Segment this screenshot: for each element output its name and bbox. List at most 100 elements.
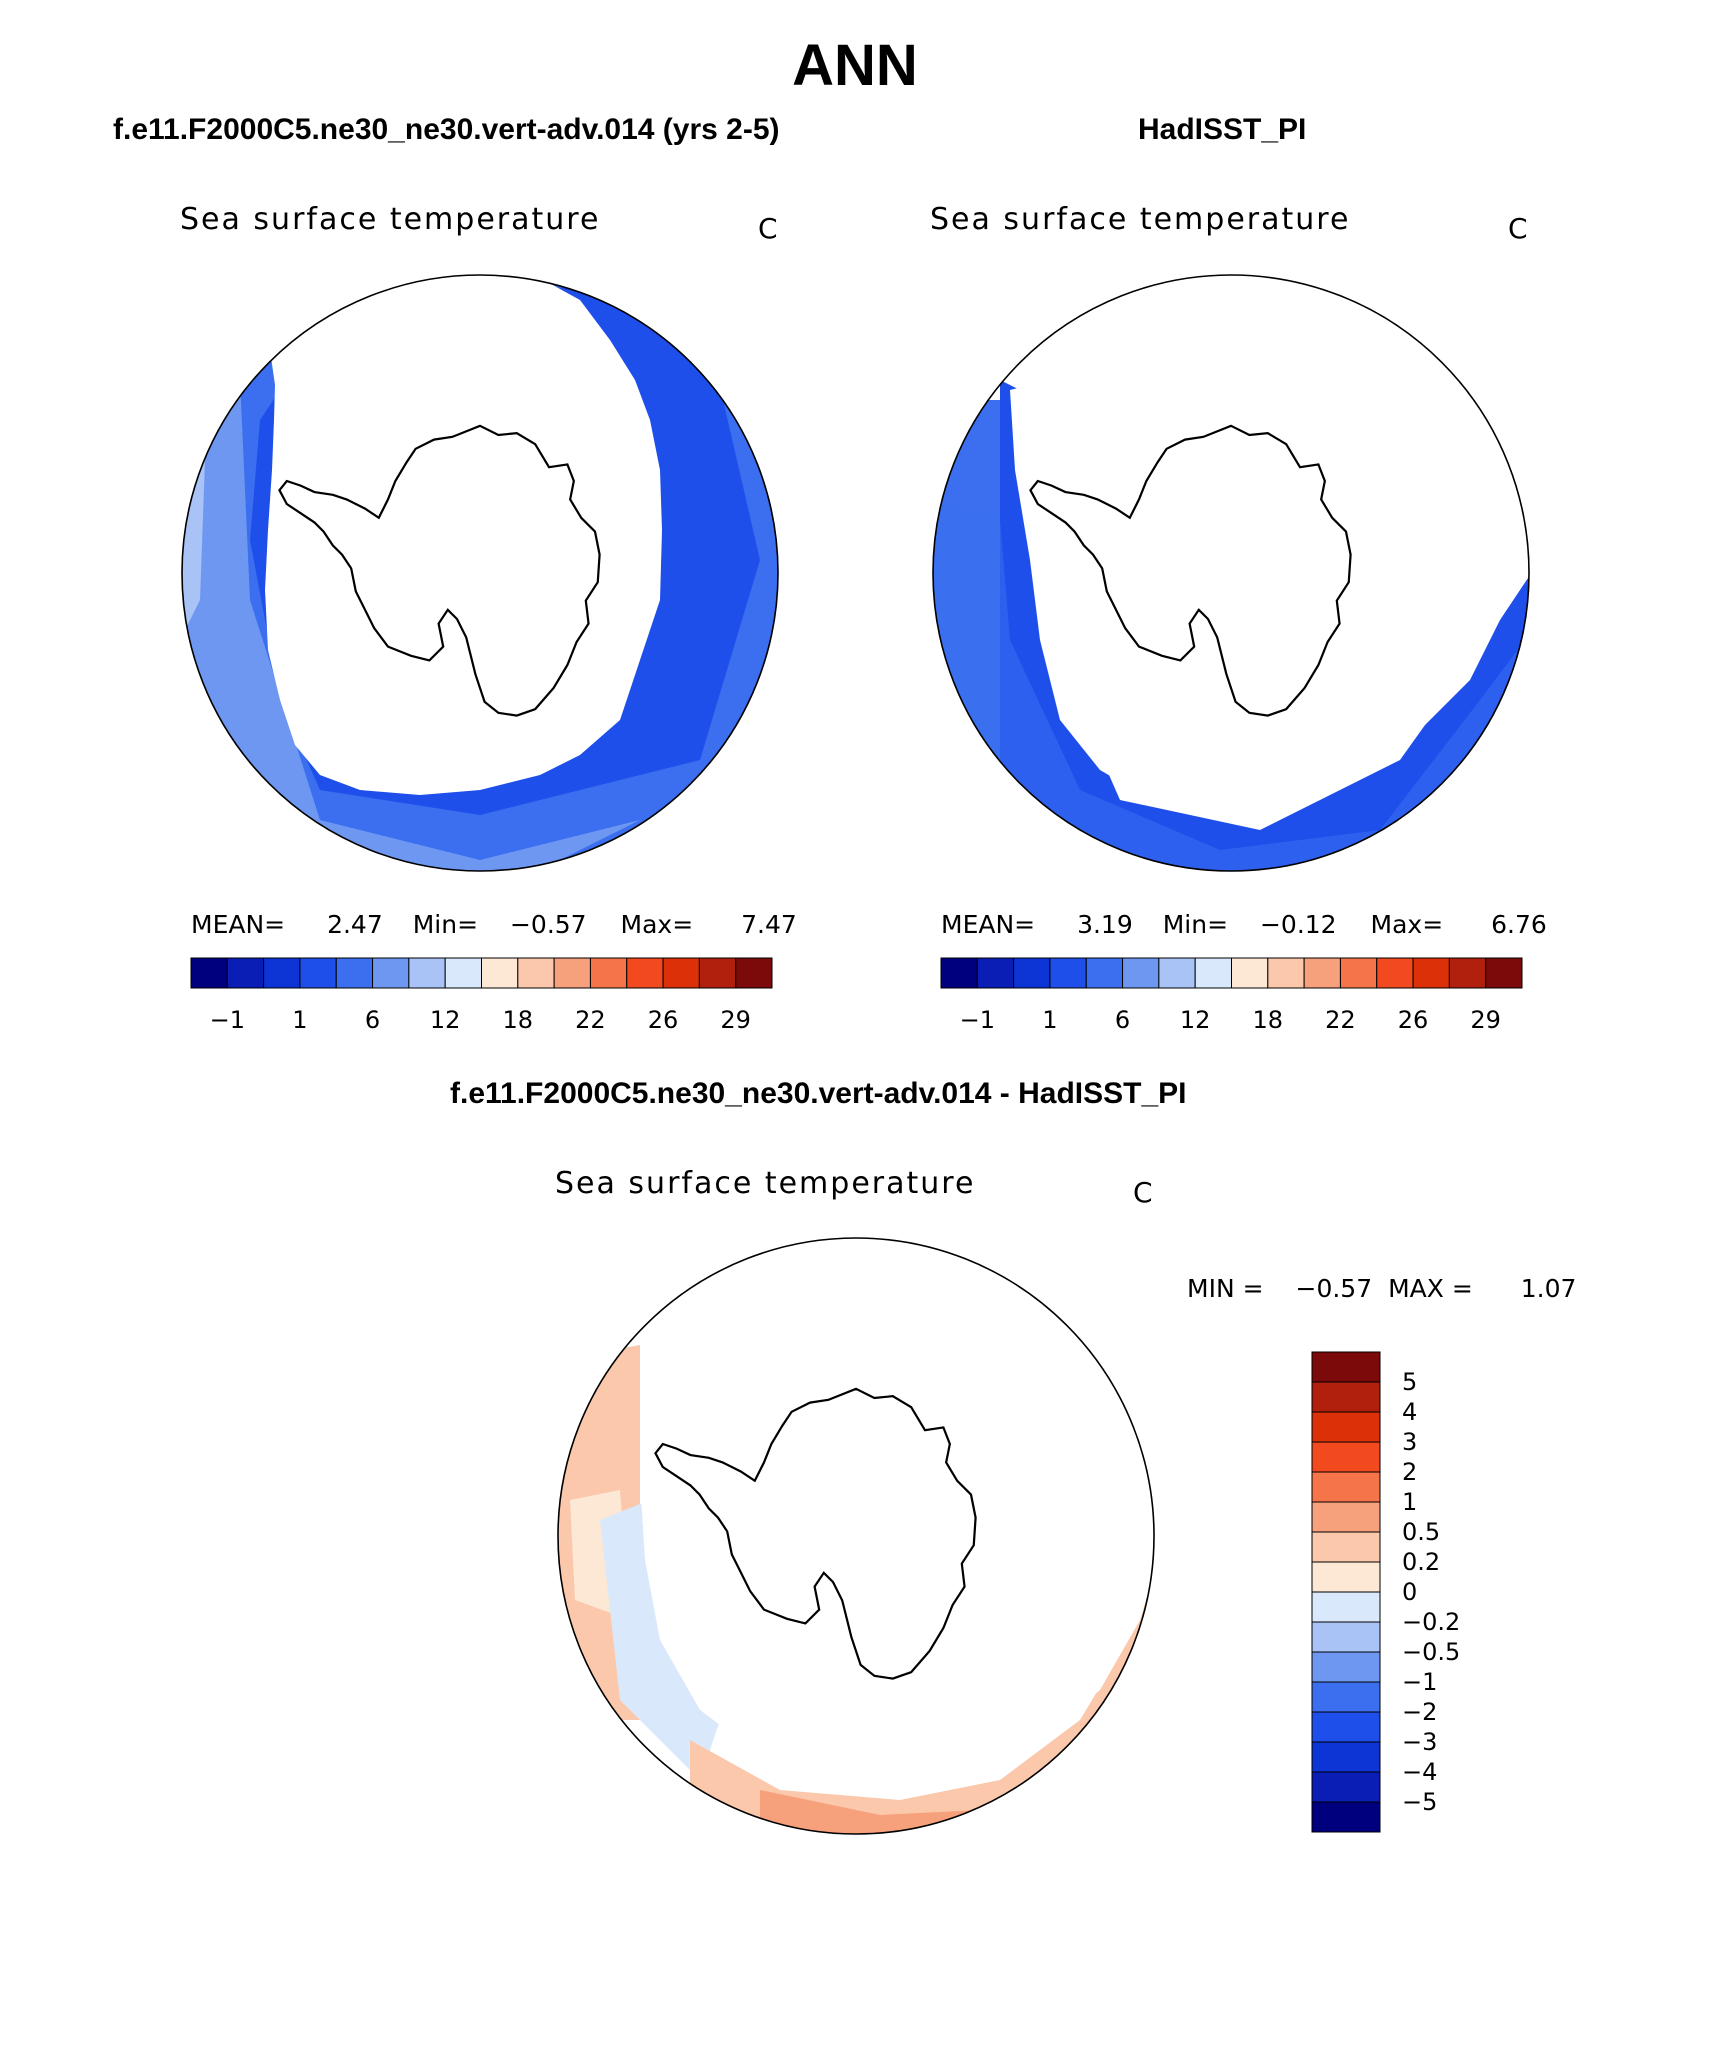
colorbar-swatch [335, 957, 374, 989]
max-label: Max= [1370, 910, 1444, 939]
stats-obs: MEAN= 3.19 Min= −0.12 Max= 6.76 [941, 910, 1547, 939]
colorbar-swatch [226, 957, 265, 989]
colorbar-tick-label: 12 [1180, 1006, 1211, 1034]
min-value: −0.57 [1295, 1274, 1373, 1303]
colorbar-swatch [1122, 957, 1160, 989]
colorbar-swatch [1311, 1771, 1381, 1803]
colorbar-swatch [1311, 1591, 1381, 1623]
map-border [932, 274, 1530, 872]
max-value: 7.47 [741, 910, 797, 939]
colorbar-swatch [1311, 1501, 1381, 1533]
colorbar-swatch [1303, 957, 1341, 989]
min-label: Min= [412, 910, 479, 939]
colorbar-swatch [1448, 957, 1487, 989]
min-value: −0.12 [1259, 910, 1337, 939]
mean-label: MEAN= [941, 910, 1036, 939]
units-diff: C [1133, 1176, 1153, 1209]
colorbar-swatch [553, 957, 591, 989]
mean-value: 3.19 [1077, 910, 1133, 939]
colorbar-swatch [1085, 957, 1124, 989]
colorbar-swatch [190, 957, 228, 989]
colorbar-swatch [1049, 957, 1087, 989]
colorbar-swatch [1311, 1801, 1381, 1833]
colorbar-swatch [589, 957, 628, 989]
colorbar-obs: −1 1 6 12 18 22 26 29 [940, 957, 1523, 1034]
colorbar-swatch [1311, 1711, 1381, 1743]
colorbar-swatch [1339, 957, 1378, 989]
max-label: MAX = [1388, 1274, 1473, 1303]
colorbar-tick-label: 6 [1115, 1006, 1130, 1034]
colorbar-tick-label: 4 [1402, 1398, 1417, 1426]
colorbar-swatch [1194, 957, 1232, 989]
colorbar-tick-label: −1 [210, 1006, 245, 1034]
colorbar-tick-label: 18 [1253, 1006, 1284, 1034]
ocean-band-light [182, 380, 640, 871]
colorbar-tick-label: 22 [575, 1006, 606, 1034]
colorbar-tick-label: 1 [1402, 1488, 1417, 1516]
colorbar-swatch [444, 957, 482, 989]
colorbar-tick-label: 0.5 [1402, 1518, 1440, 1546]
colorbar-tick-label: −1 [960, 1006, 995, 1034]
colorbar-tick-label: 2 [1402, 1458, 1417, 1486]
colorbar-swatch [940, 957, 978, 989]
subtitle-obs: Sea surface temperature [930, 202, 1351, 237]
stats-model: MEAN= 2.47 Min= −0.57 Max= 7.47 [191, 910, 797, 939]
colorbar-swatch [1311, 1651, 1381, 1683]
colorbar-tick-label: −0.2 [1402, 1608, 1460, 1636]
max-value: 1.07 [1520, 1274, 1577, 1303]
ocean-band-mid [933, 500, 1529, 871]
colorbar-tick-label: 12 [430, 1006, 461, 1034]
colorbar-swatch [735, 957, 773, 989]
colorbar-tick-label: −4 [1402, 1758, 1437, 1786]
panel-title-obs: HadISST_PI [1138, 113, 1307, 146]
panel-title-model: f.e11.F2000C5.ne30_ne30.vert-adv.014 (yr… [113, 113, 780, 146]
colorbar-swatch [1231, 957, 1269, 989]
colorbar-tick-label: 26 [648, 1006, 679, 1034]
colorbar-tick-label: −1 [1402, 1668, 1437, 1696]
colorbar-tick-label: −2 [1402, 1698, 1437, 1726]
diff-warmer-south [760, 1790, 1040, 1834]
colorbar-swatch [1311, 1561, 1381, 1593]
colorbar-swatch [299, 957, 337, 989]
colorbar-swatch [481, 957, 519, 989]
mean-label: MEAN= [191, 910, 286, 939]
colorbar-tick-label: 5 [1402, 1368, 1417, 1396]
colorbar-swatch [1158, 957, 1196, 989]
map-obs [932, 274, 1530, 872]
map-border [557, 1237, 1155, 1835]
colorbar-tick-label: −5 [1402, 1788, 1437, 1816]
subtitle-diff: Sea surface temperature [555, 1166, 976, 1201]
sea-ice-mask [640, 1250, 1154, 1775]
colorbar-swatch [1311, 1471, 1381, 1503]
colorbar-tick-label: 1 [292, 1006, 307, 1034]
colorbar-tick-label: 18 [503, 1006, 534, 1034]
colorbar-swatch [1412, 957, 1450, 989]
min-value: −0.57 [509, 910, 587, 939]
colorbar-swatch [1485, 957, 1523, 989]
colorbar-swatch [372, 957, 410, 989]
map-diff [557, 1237, 1155, 1835]
mean-value: 2.47 [327, 910, 383, 939]
colorbar-swatch [976, 957, 1015, 989]
sea-ice-mask [1010, 280, 1529, 815]
colorbar-tick-label: 1 [1042, 1006, 1057, 1034]
colorbar-swatch [1311, 1441, 1381, 1473]
units-obs: C [1508, 212, 1528, 245]
subtitle-model: Sea surface temperature [180, 202, 601, 237]
min-label: Min= [1162, 910, 1229, 939]
colorbar-tick-label: 6 [365, 1006, 380, 1034]
stats-diff: MIN = −0.57 MAX = 1.07 [1187, 1274, 1576, 1303]
colorbar-tick-label: −0.5 [1402, 1638, 1460, 1666]
colorbar-tick-label: 0.2 [1402, 1548, 1440, 1576]
colorbar-tick-label: 0 [1402, 1578, 1417, 1606]
colorbar-swatch [698, 957, 737, 989]
colorbar-swatch [1376, 957, 1414, 989]
colorbar-swatch [408, 957, 446, 989]
ocean-band-deep [1000, 380, 1529, 871]
colorbar-swatch [1311, 1741, 1381, 1773]
colorbar-tick-label: −3 [1402, 1728, 1437, 1756]
map-border [181, 274, 779, 872]
colorbar-swatch [1311, 1621, 1381, 1653]
